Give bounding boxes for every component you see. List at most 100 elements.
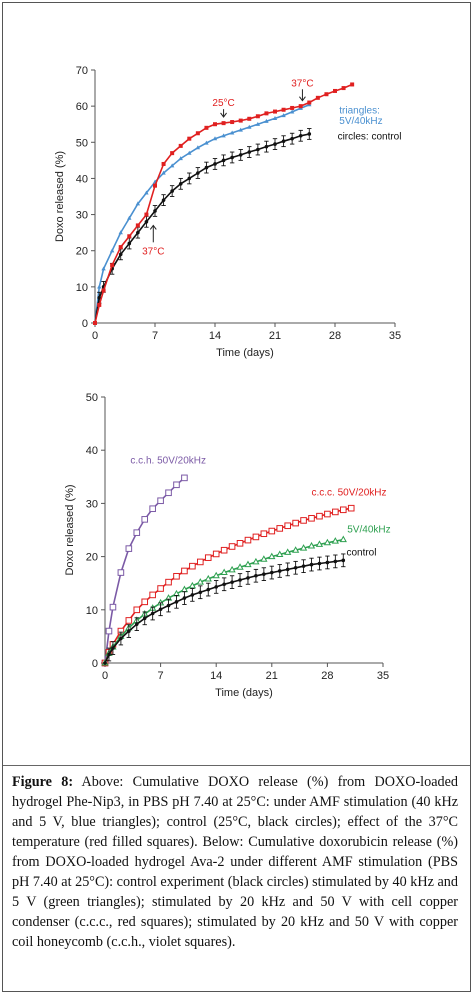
c1-series-line-black <box>94 133 310 324</box>
c2-x-axis-label: Time (days) <box>215 687 273 699</box>
c1-x-axis-label: Time (days) <box>216 347 274 359</box>
c1-point-red <box>315 95 320 100</box>
c1-point-red <box>341 86 346 91</box>
c1-point-blue <box>118 230 123 235</box>
c2-point-red <box>220 546 228 554</box>
c1-point-red <box>264 111 269 116</box>
c1-x-tick-label: 35 <box>389 330 401 342</box>
c2-point-black <box>214 585 218 589</box>
c2-point-green <box>180 585 189 593</box>
c1-y-tick-label: 30 <box>76 210 88 222</box>
c1-point-black <box>153 209 157 213</box>
c1-point-black <box>221 158 226 163</box>
c2-point-red <box>141 598 149 606</box>
c1-point-blue <box>178 156 183 161</box>
c2-point-black <box>190 593 195 597</box>
c2-point-red <box>125 617 133 624</box>
c1-point-red <box>290 105 295 110</box>
c1-point-red <box>187 136 192 141</box>
c2-point-black <box>127 629 131 633</box>
c2-point-red <box>204 554 212 561</box>
c2-point-red <box>316 512 323 520</box>
c1-point-blue <box>264 118 269 123</box>
c2-series-line-green <box>104 538 344 664</box>
c2-point-black <box>158 607 163 612</box>
c2-point-black <box>341 558 346 563</box>
caption-text: Above: Cumulative DOXO release (%) from … <box>12 774 458 950</box>
c2-x-tick-label: 21 <box>266 670 278 682</box>
c2-y-tick-label: 50 <box>86 392 98 404</box>
c1-point-red <box>273 109 277 114</box>
c1-point-red <box>178 143 183 148</box>
c1-y-tick-label: 0 <box>82 318 88 330</box>
c2-annotation: c.c.h. 50V/20kHz <box>130 456 206 467</box>
c1-point-red <box>93 321 97 325</box>
c2-point-red <box>300 517 307 524</box>
c1-x-tick-label: 7 <box>152 330 158 342</box>
c1-x-tick-label: 28 <box>329 330 341 342</box>
c2-point-black <box>238 578 242 582</box>
c1-point-black <box>247 150 252 154</box>
c2-point-black <box>222 582 226 587</box>
c1-point-blue <box>187 150 192 155</box>
c1-point-blue <box>97 284 102 289</box>
c1-point-black <box>178 182 183 186</box>
c1-point-blue <box>229 130 235 135</box>
c1-point-blue <box>289 109 295 114</box>
c1-y-tick-label: 60 <box>76 101 88 113</box>
c1-point-blue <box>195 145 201 150</box>
c1-point-black <box>264 144 269 149</box>
c2-point-violet <box>149 505 156 513</box>
c2-annotation: control <box>346 548 376 559</box>
c2-y-axis-label: Doxo released (%) <box>64 484 76 575</box>
c2-point-violet <box>125 545 133 552</box>
c1-y-tick-label: 40 <box>76 173 88 185</box>
c2-x-tick-label: 28 <box>321 670 333 682</box>
c2-point-green <box>236 563 244 570</box>
c2-point-red <box>181 567 188 575</box>
c1-point-blue <box>221 133 226 138</box>
c2-point-black <box>333 559 338 564</box>
c1-point-red <box>195 131 200 136</box>
c1-series-line-red <box>94 83 353 324</box>
c1-point-black <box>187 176 192 181</box>
c2-y-tick-label: 40 <box>86 445 98 457</box>
c1-point-blue <box>238 127 243 132</box>
c2-point-black <box>262 572 266 576</box>
c2-point-red <box>276 525 284 532</box>
c2-annotation: c.c.c. 50V/20kHz <box>312 487 387 498</box>
c2-point-black <box>309 562 314 567</box>
c2-point-red <box>236 540 244 547</box>
c2-y-tick-label: 20 <box>86 552 98 564</box>
c1-point-red <box>97 302 102 307</box>
c1-point-black <box>230 155 234 160</box>
c1-point-red <box>298 104 303 109</box>
c1-point-red <box>153 183 157 188</box>
c1-point-black <box>213 162 217 166</box>
c1-point-red <box>204 125 209 130</box>
c2-point-green <box>188 581 197 589</box>
c1-point-red <box>230 120 235 125</box>
c2-point-green <box>260 555 268 562</box>
c2-x-tick-label: 7 <box>158 670 164 682</box>
c2-series-line-black <box>104 559 344 664</box>
c1-annotation: 37°C <box>142 246 164 257</box>
c1-point-black <box>307 132 312 136</box>
c2-point-green <box>323 538 332 546</box>
c1-point-black <box>238 153 243 157</box>
c1-point-red <box>144 212 149 217</box>
c1-point-black <box>298 133 303 138</box>
c2-point-red <box>292 519 299 527</box>
c2-point-black <box>285 567 290 572</box>
c1-point-black <box>136 230 140 235</box>
c1-point-red <box>324 92 329 97</box>
c1-point-black <box>196 171 200 175</box>
c1-point-red <box>118 245 123 250</box>
c1-point-black <box>281 139 286 144</box>
c1-annotation-arrowhead <box>149 224 157 230</box>
c1-point-black <box>144 220 149 224</box>
c1-point-black <box>170 189 174 193</box>
c1-point-black <box>256 147 260 152</box>
c2-point-black <box>182 596 187 600</box>
c1-point-blue <box>144 190 149 195</box>
